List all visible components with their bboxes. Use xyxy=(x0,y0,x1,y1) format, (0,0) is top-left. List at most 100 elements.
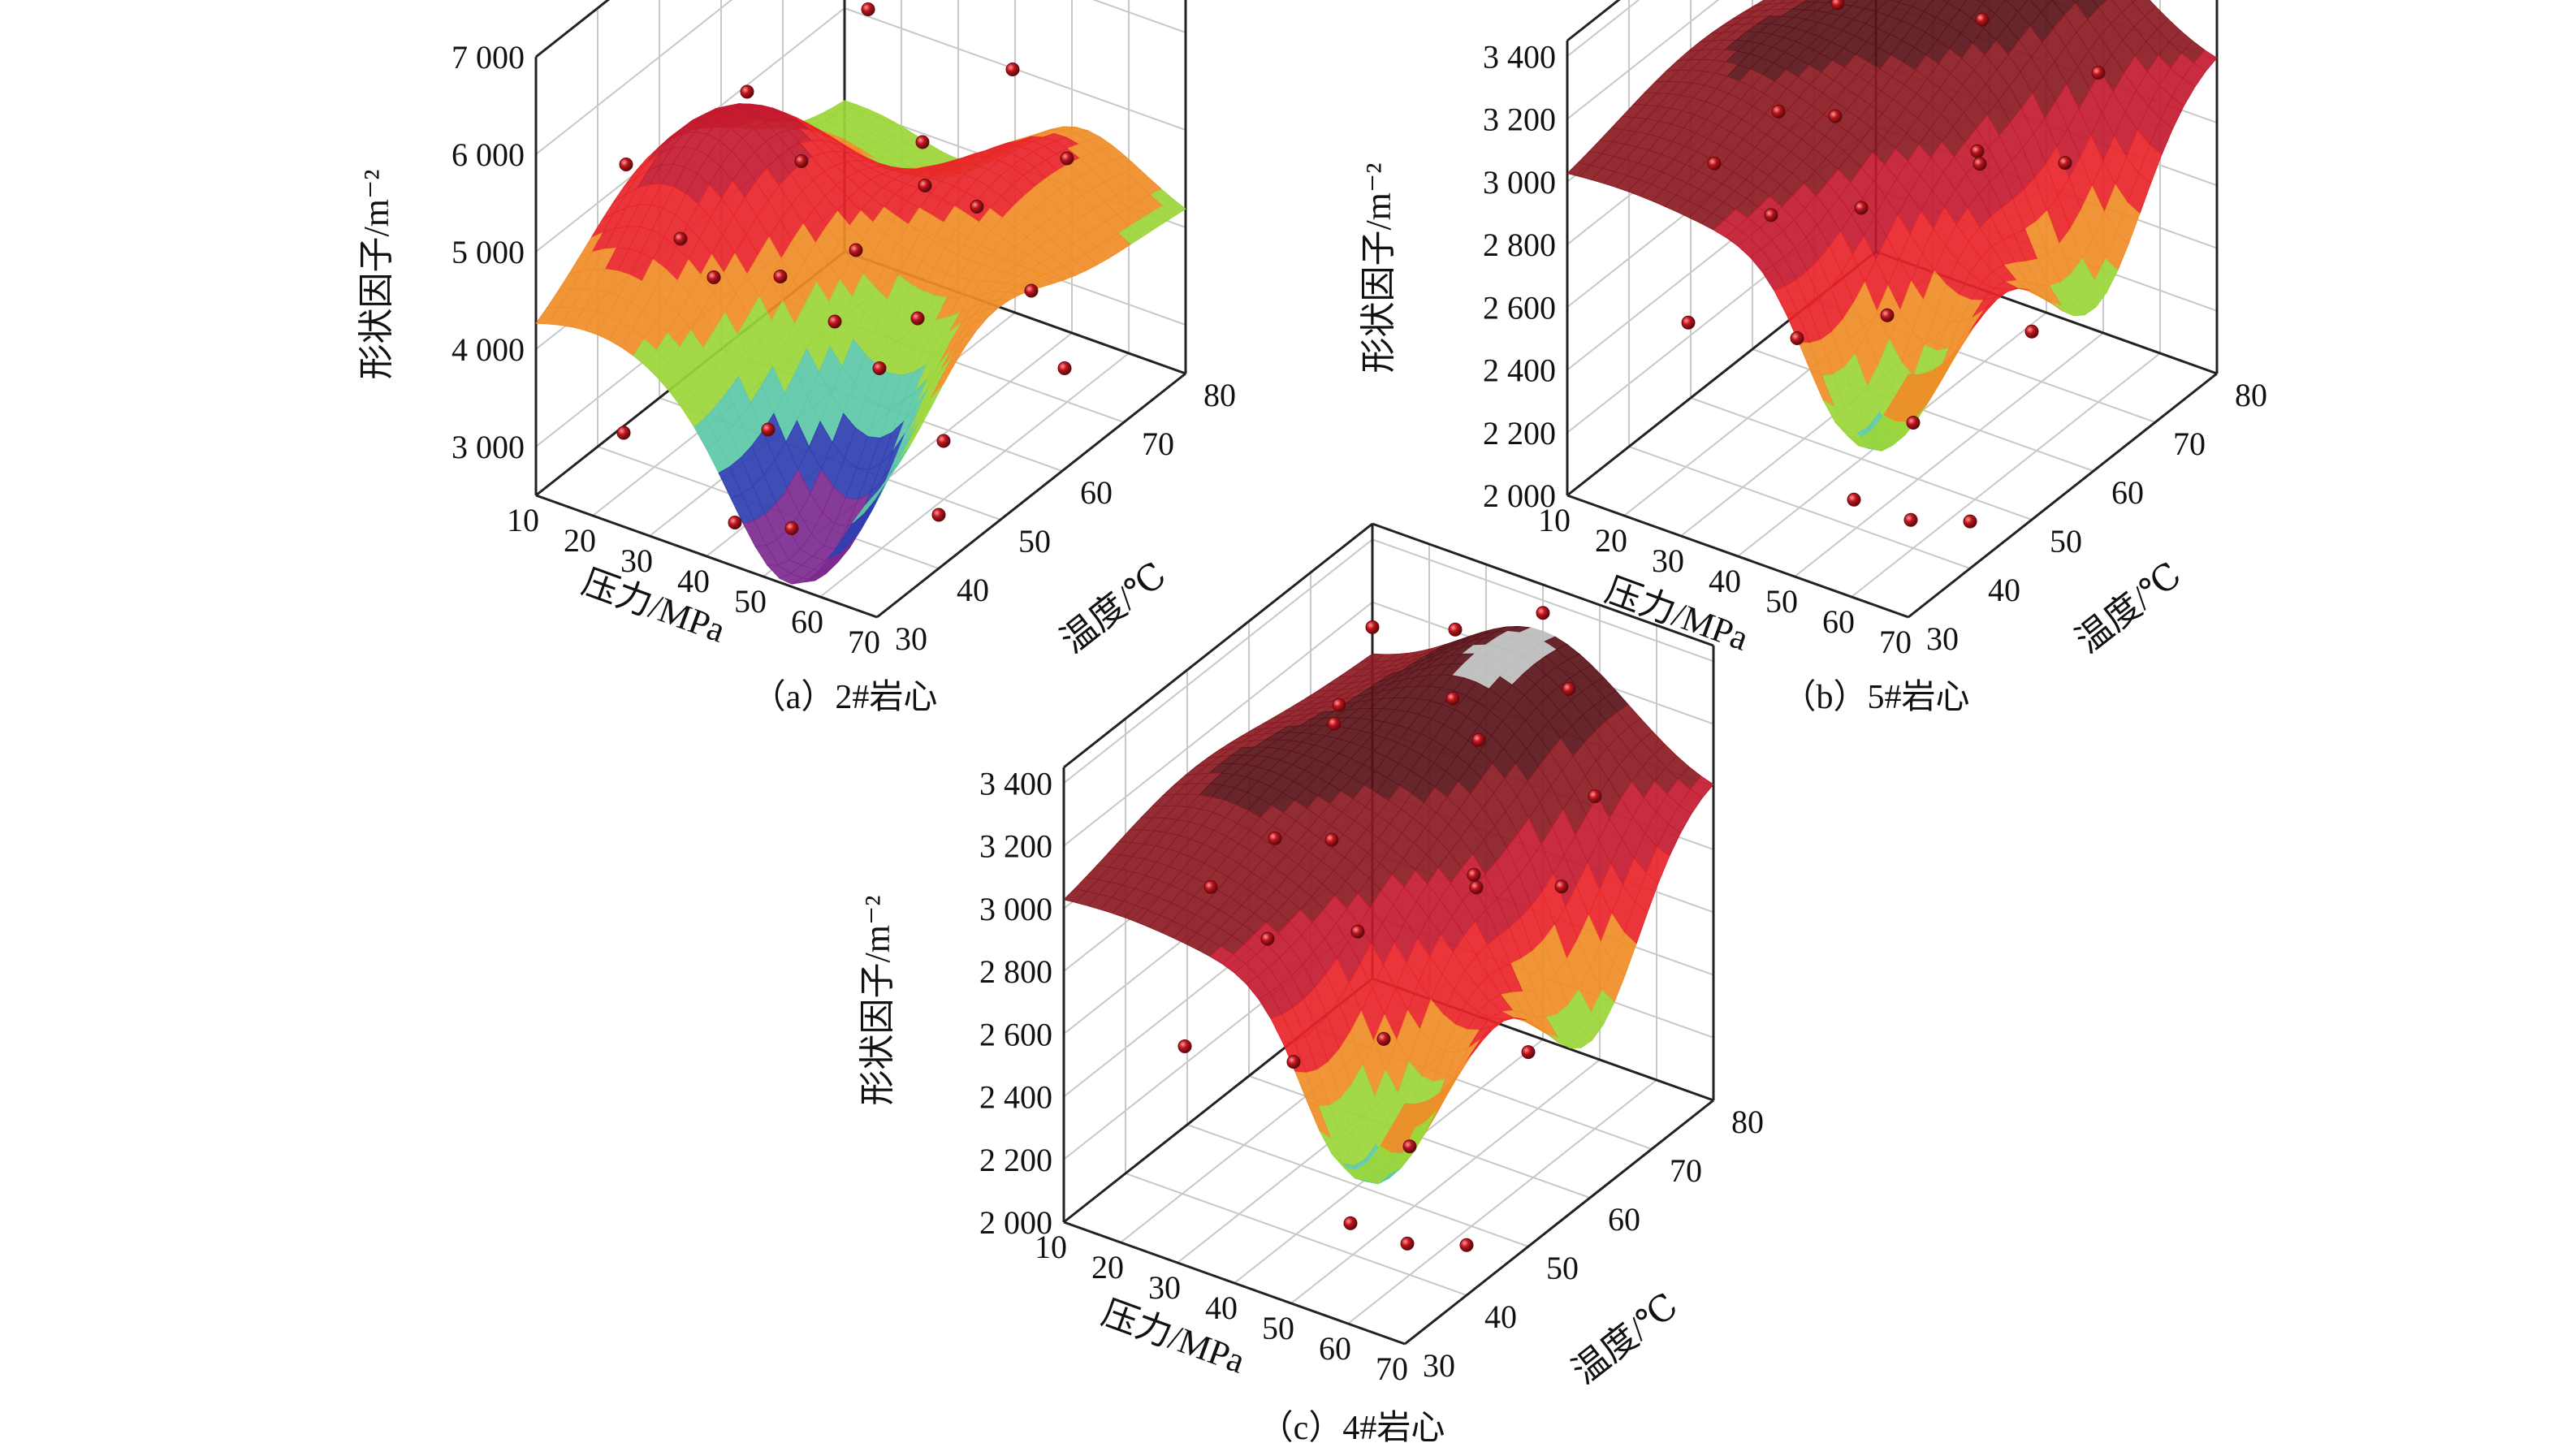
data-point xyxy=(1203,879,1218,894)
y-tick-label: 60 xyxy=(2111,474,2144,511)
panel-a-caption: （a）2#岩心 xyxy=(752,679,938,716)
data-point xyxy=(616,426,631,440)
panel-a-z-axis-label: 形状因子/m⁻² xyxy=(356,170,396,380)
axis-edge xyxy=(1404,1099,1714,1346)
y-tick-label: 50 xyxy=(1018,523,1051,560)
grid-line xyxy=(1347,1079,1657,1324)
data-point xyxy=(1562,681,1576,696)
data-point xyxy=(918,179,932,192)
grid-line xyxy=(1628,446,1971,569)
y-tick-label: 60 xyxy=(1080,474,1113,511)
data-point xyxy=(1554,879,1569,894)
panel-c-caption: （c）4#岩心 xyxy=(1260,1410,1445,1447)
y-tick-label: 70 xyxy=(1142,426,1174,462)
data-point xyxy=(1847,492,1861,507)
x-tick-label: 10 xyxy=(1035,1229,1067,1265)
data-point xyxy=(1973,157,1987,171)
grid-line xyxy=(1690,397,2033,521)
x-tick-label: 40 xyxy=(677,563,710,599)
panel-b-points xyxy=(1681,0,2106,529)
data-point xyxy=(1445,691,1460,706)
axis-edge xyxy=(1908,372,2218,619)
data-point xyxy=(1057,361,1072,375)
z-tick-label: 3 200 xyxy=(979,828,1052,865)
grid-line xyxy=(1290,1059,1601,1304)
data-point xyxy=(1343,1216,1358,1230)
data-point xyxy=(1854,201,1869,215)
x-tick-label: 70 xyxy=(1376,1350,1408,1387)
y-tick-label: 50 xyxy=(1546,1250,1579,1286)
data-point xyxy=(1707,156,1722,171)
data-point xyxy=(761,422,776,437)
grid-line xyxy=(819,352,1130,598)
panel-c-ticks: 2 000 2 200 2 400 2 600 2 800 3 000 3 200 3 400… xyxy=(979,765,1764,1387)
surface-patch xyxy=(864,478,888,507)
data-point xyxy=(1332,698,1346,712)
x-tick-label: 60 xyxy=(1822,603,1855,640)
x-tick-label: 10 xyxy=(507,502,539,538)
data-point xyxy=(1400,1236,1415,1251)
data-point xyxy=(1467,867,1481,882)
data-point xyxy=(1903,512,1918,527)
z-tick-label: 2 800 xyxy=(979,953,1052,990)
data-point xyxy=(728,516,742,529)
x-tick-label: 30 xyxy=(1148,1269,1181,1306)
data-point xyxy=(970,200,984,214)
surface-patch xyxy=(1895,374,1921,399)
data-point xyxy=(872,361,887,375)
surface-patch xyxy=(2072,0,2080,4)
data-point xyxy=(1365,620,1380,634)
panel-a-y-axis-label: 温度/℃ xyxy=(1053,555,1173,661)
panel-c-4-core: 2 000 2 200 2 400 2 600 2 800 3 000 3 200 3 400… xyxy=(858,522,1764,1447)
data-point xyxy=(1402,1139,1417,1154)
x-tick-label: 10 xyxy=(1538,502,1571,538)
y-tick-label: 40 xyxy=(957,572,989,608)
data-point xyxy=(1975,12,1990,27)
data-point xyxy=(1469,880,1484,895)
x-tick-label: 30 xyxy=(620,542,653,579)
z-tick-label: 3 000 xyxy=(1483,164,1556,201)
y-tick-label: 30 xyxy=(895,620,927,657)
grid-line xyxy=(1186,1124,1529,1247)
axis-edge xyxy=(1063,522,1373,769)
grid-line xyxy=(535,0,610,58)
grid-line xyxy=(1851,352,2161,598)
x-tick-label: 50 xyxy=(734,583,767,620)
data-point xyxy=(1536,606,1550,620)
data-point xyxy=(1350,924,1365,939)
data-point xyxy=(1771,104,1786,119)
data-point xyxy=(1471,732,1486,747)
data-point xyxy=(861,2,875,16)
x-tick-label: 50 xyxy=(1262,1310,1294,1346)
axis-edge xyxy=(1063,1221,1406,1346)
data-point xyxy=(936,434,951,448)
data-point xyxy=(1005,63,1020,76)
surface-patch xyxy=(1392,1103,1417,1129)
panel-b-z-axis-label: 形状因子/m⁻² xyxy=(1359,163,1398,374)
y-tick-label: 60 xyxy=(1608,1201,1640,1238)
grid-line xyxy=(1063,601,1373,847)
y-tick-label: 70 xyxy=(1670,1152,1702,1189)
data-point xyxy=(1681,315,1696,330)
grid-line xyxy=(1125,1173,1467,1296)
y-tick-label: 80 xyxy=(2235,377,2267,413)
panel-a-points xyxy=(616,2,1074,535)
y-tick-label: 40 xyxy=(1988,572,2020,608)
data-point xyxy=(1764,208,1778,223)
data-point xyxy=(2091,66,2106,80)
y-tick-label: 70 xyxy=(2173,426,2206,462)
x-tick-label: 60 xyxy=(791,603,823,640)
panel-c-z-axis-label: 形状因子/m⁻² xyxy=(858,896,897,1106)
panel-c-y-axis-label: 温度/℃ xyxy=(1565,1285,1685,1392)
data-point xyxy=(1177,1039,1192,1053)
data-point xyxy=(1024,283,1039,298)
axis-edge xyxy=(876,372,1186,619)
z-tick-label: 2 200 xyxy=(1483,415,1556,451)
data-point xyxy=(1459,1238,1474,1252)
data-point xyxy=(1588,789,1602,804)
x-tick-label: 20 xyxy=(1091,1249,1124,1285)
z-tick-label: 3 200 xyxy=(1483,102,1556,138)
data-point xyxy=(1327,716,1342,731)
grid-line xyxy=(535,0,733,155)
